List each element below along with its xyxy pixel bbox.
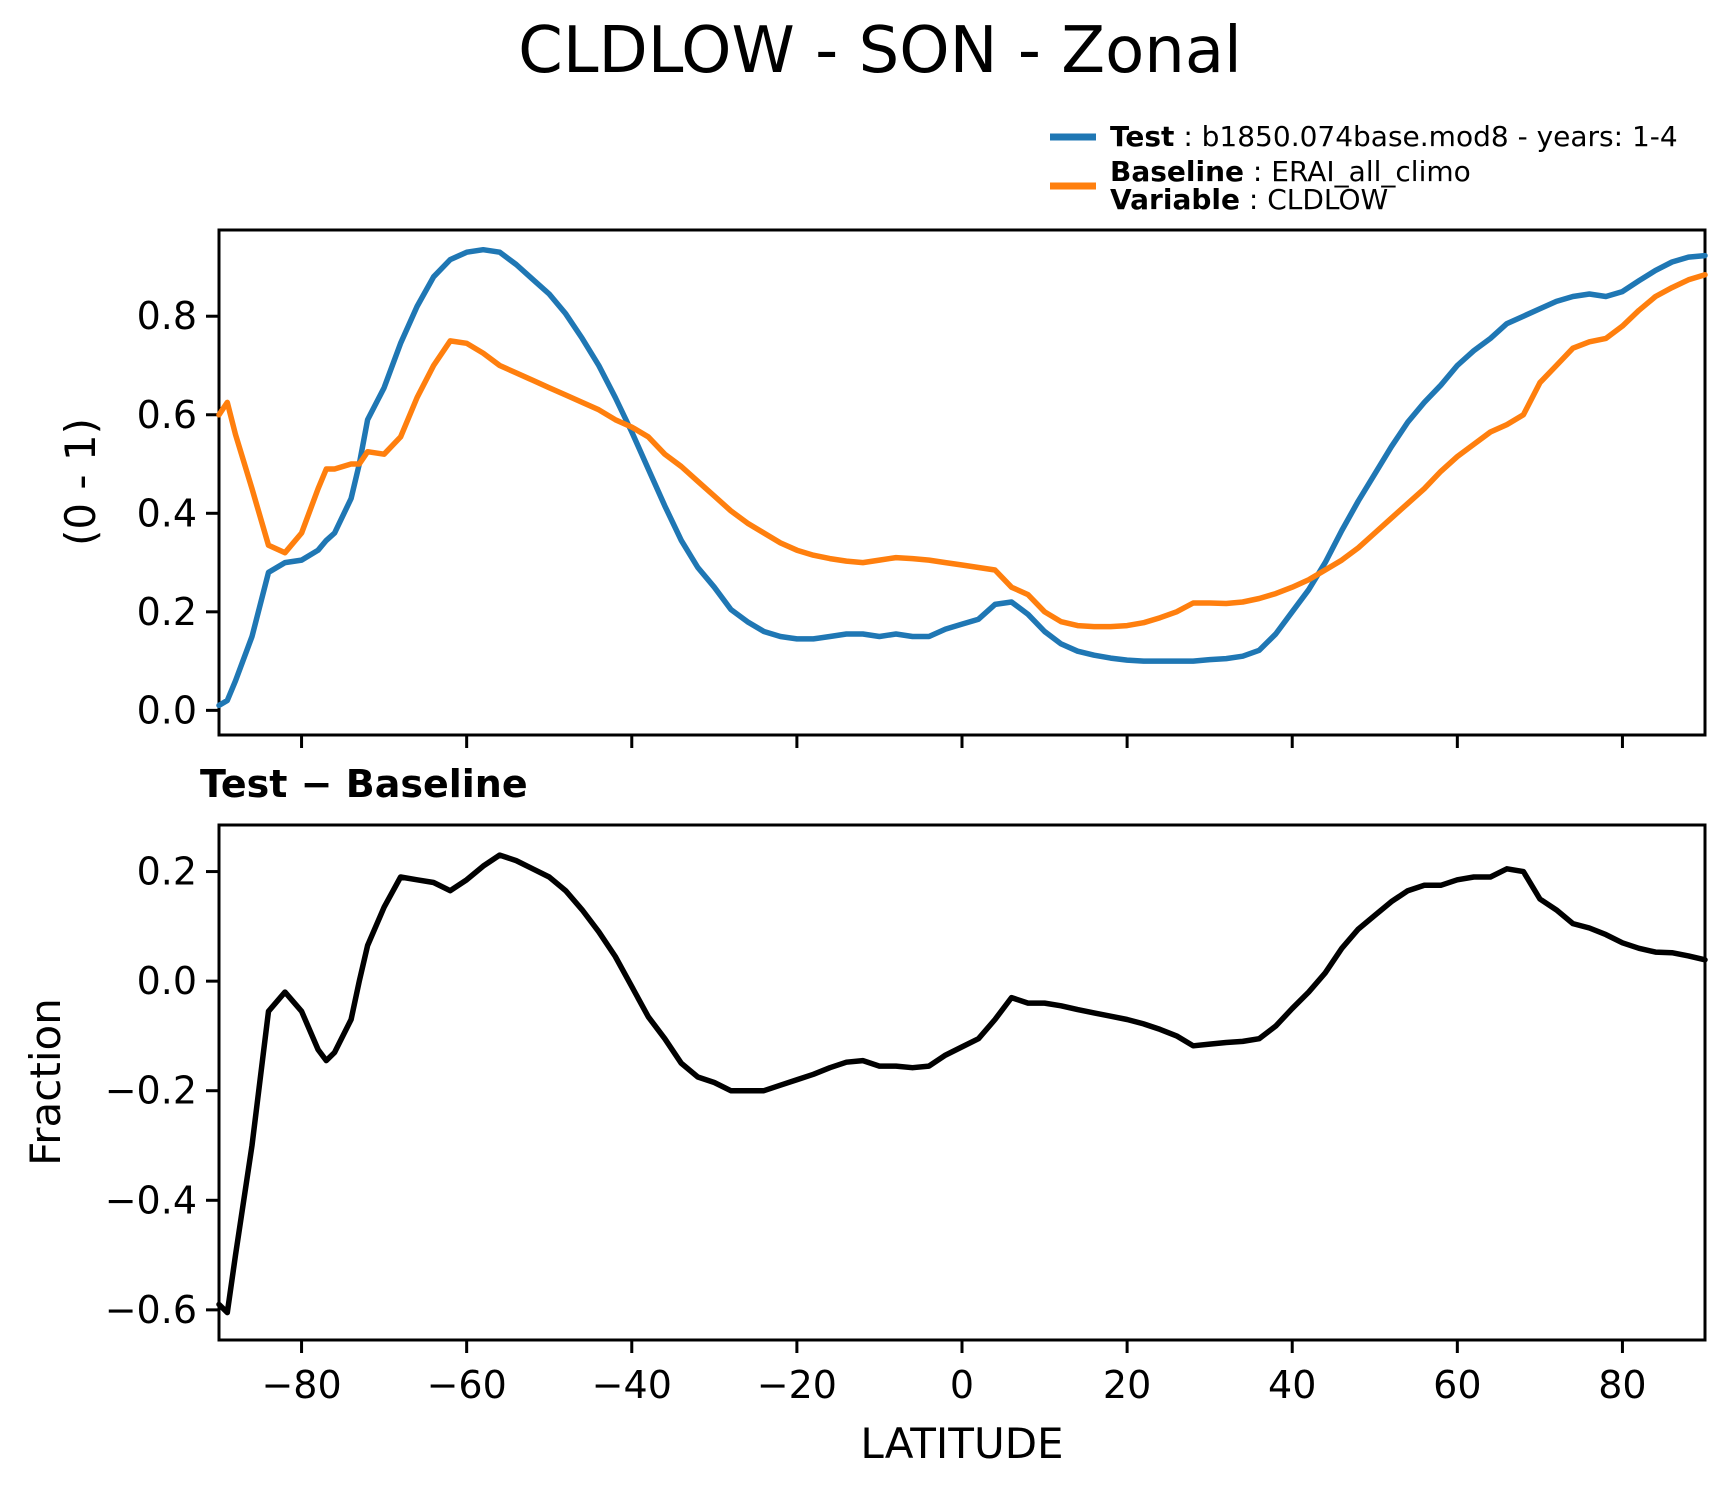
diff-panel: Fraction LATITUDE −80 −60 −40 −20 0 20 40 60 80 0…: [21, 823, 1708, 1468]
y-tick-label: 0.6: [137, 393, 197, 437]
top-panel-frame: [217, 228, 1707, 737]
y-tick-label: −0.4: [105, 1178, 197, 1222]
baseline-line: [216, 272, 1708, 630]
top-panel-ylabel: (0 - 1): [56, 418, 105, 546]
diff-panel-ticks: −80 −60 −40 −20 0 20 40 60 80 0.2 0.0 −0.2 −0.4 −0.6: [105, 850, 1647, 1407]
y-tick-label: −0.6: [105, 1288, 197, 1332]
diff-panel-title: Test − Baseline: [200, 762, 528, 806]
x-tick-label: −20: [757, 1363, 837, 1407]
legend: Test : b1850.074base.mod8 - years: 1-4 B…: [1050, 120, 1678, 216]
y-tick-label: 0.4: [137, 491, 197, 535]
test-baseline-line: [216, 852, 1708, 1316]
y-tick-label: 0.2: [137, 590, 197, 634]
x-tick-label: 80: [1598, 1363, 1646, 1407]
legend-baseline-entry: Baseline : ERAI_all_climo: [1110, 155, 1471, 188]
y-tick-label: 0.8: [137, 294, 197, 338]
y-tick-label: 0.2: [137, 850, 197, 894]
x-tick-label: 40: [1268, 1363, 1316, 1407]
y-tick-label: 0.0: [137, 959, 197, 1003]
x-tick-label: 20: [1103, 1363, 1151, 1407]
legend-variable-entry: Variable : CLDLOW: [1110, 183, 1388, 216]
x-axis-label: LATITUDE: [860, 1419, 1063, 1468]
top-panel-series: [216, 246, 1708, 709]
x-tick-label: −40: [592, 1363, 672, 1407]
top-panel: (0 - 1) 0.0 0.2 0.4 0.6 0.8: [56, 228, 1708, 748]
y-tick-label: 0.0: [137, 688, 197, 732]
diff-panel-frame: [217, 823, 1707, 1342]
x-tick-label: 0: [950, 1363, 974, 1407]
x-tick-label: −80: [261, 1363, 341, 1407]
x-tick-label: 60: [1433, 1363, 1481, 1407]
diff-panel-ylabel: Fraction: [21, 998, 70, 1166]
y-tick-label: −0.2: [105, 1069, 197, 1113]
test-line: [216, 246, 1708, 709]
diff-panel-series: [216, 852, 1708, 1316]
x-tick-label: −60: [427, 1363, 507, 1407]
legend-test-entry: Test : b1850.074base.mod8 - years: 1-4: [1110, 120, 1678, 153]
chart-title: CLDLOW - SON - Zonal: [518, 14, 1242, 88]
top-panel-ticks: 0.0 0.2 0.4 0.6 0.8: [137, 294, 1624, 748]
